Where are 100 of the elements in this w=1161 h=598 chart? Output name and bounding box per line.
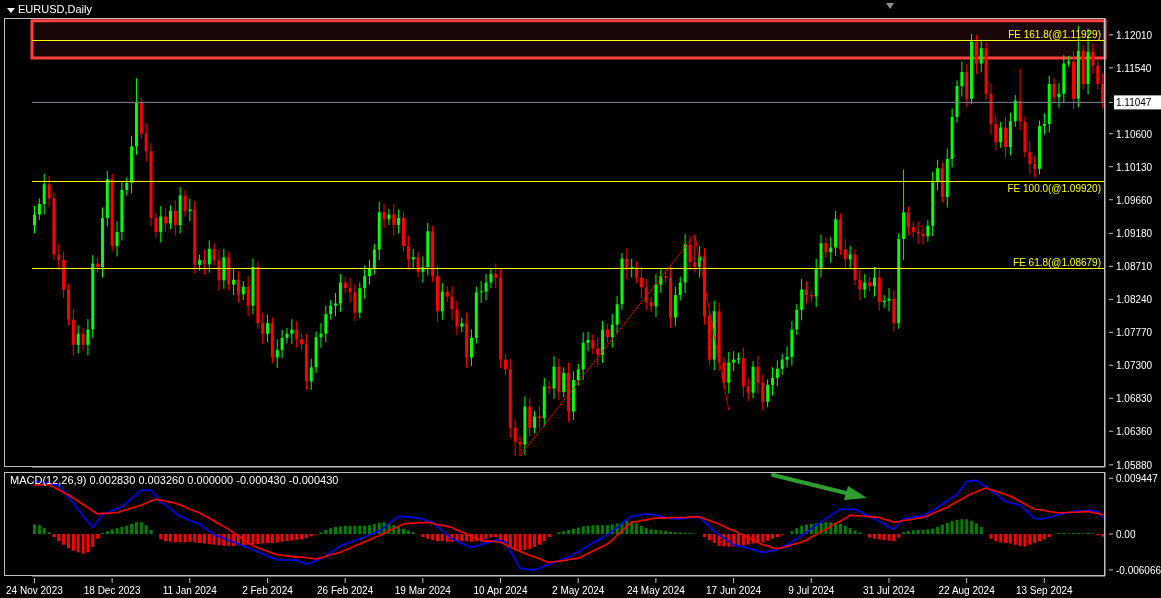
bar [567,529,571,535]
candlestick [382,203,386,229]
candlestick [605,323,609,344]
candlestick [1018,68,1022,131]
y-tick-label: 1.05880 [1116,459,1153,471]
candlestick [236,270,240,304]
bar [256,534,260,545]
bar [1023,534,1027,547]
candlestick [479,280,483,304]
bar [275,534,279,543]
y-tick-label: 0.009447 [1116,473,1159,485]
bar [164,534,168,542]
candlestick [173,199,177,236]
candlestick [1091,42,1095,75]
candlestick [960,61,964,98]
candlestick [164,207,168,233]
bar [940,524,944,535]
bar [703,534,707,537]
candlestick [1028,140,1032,175]
candlestick [411,248,415,269]
y-tick-label: 1.09660 [1116,194,1153,206]
candlestick [450,285,454,321]
bar [872,534,876,539]
bar [363,525,367,535]
bar [435,534,439,542]
bar [139,522,143,535]
bar [877,534,881,540]
candlestick [334,292,338,317]
candlestick [406,234,410,271]
bar [537,534,541,545]
candlestick [926,219,930,243]
bar [639,525,643,535]
bar [134,522,138,535]
y-tick-label: 1.11540 [1116,62,1152,74]
bar [635,523,639,535]
candlestick [921,224,925,246]
bar [183,534,187,543]
bar [105,531,109,535]
bar [605,525,609,535]
x-tick-label: 18 Dec 2023 [83,585,141,596]
bar [251,534,255,545]
candlestick [872,266,876,298]
bar [654,529,658,535]
candlestick [33,205,36,234]
bar [586,525,590,535]
bar [955,519,959,535]
candlestick [285,327,289,345]
candlestick [372,243,376,275]
candlestick [537,405,541,429]
bar [96,534,100,539]
bar [712,534,716,543]
candlestick [168,204,172,230]
x-tick-label: 2 Feb 2024 [242,585,294,596]
bar [916,529,920,535]
bar [1038,534,1042,542]
bar [790,531,794,535]
bar [168,534,172,542]
candlestick [596,337,600,366]
bar [848,528,852,535]
candlestick [295,320,299,349]
bar [979,526,983,535]
bar [159,534,163,540]
candlestick [469,328,473,367]
y-tick-label: 0.00 [1116,529,1136,541]
y-tick-label: 1.09180 [1116,228,1153,240]
y-tick-label: 1.06360 [1116,426,1153,438]
y-tick-label: 1.10130 [1116,161,1153,173]
bar [86,534,90,553]
bar [280,534,284,542]
bar [120,526,124,535]
candlestick [115,220,119,258]
bar [770,534,774,539]
bar [33,524,36,535]
x-tick-label: 24 May 2024 [626,585,686,596]
bar [644,528,648,535]
bar [329,528,333,535]
candlestick [829,236,833,264]
bar [887,534,891,541]
candlestick [654,273,658,318]
bar [270,534,274,543]
bar [37,525,41,535]
candlestick [770,366,774,396]
y-tick-label: 1.07300 [1116,360,1153,372]
candlestick [217,249,221,292]
candlestick [800,278,804,321]
candlestick [1033,155,1037,178]
bar [71,534,75,551]
bar [921,529,925,535]
y-tick-label: 1.08710 [1116,261,1153,273]
candlestick [610,313,614,349]
x-tick-label: 10 Apr 2024 [473,585,528,596]
candlestick [266,314,270,343]
bar [484,534,488,539]
bar [397,526,401,535]
candlestick [824,237,828,259]
bar [576,527,580,535]
candlestick [843,238,847,271]
bar [800,525,804,535]
bar [1033,534,1037,543]
bar [542,534,546,542]
